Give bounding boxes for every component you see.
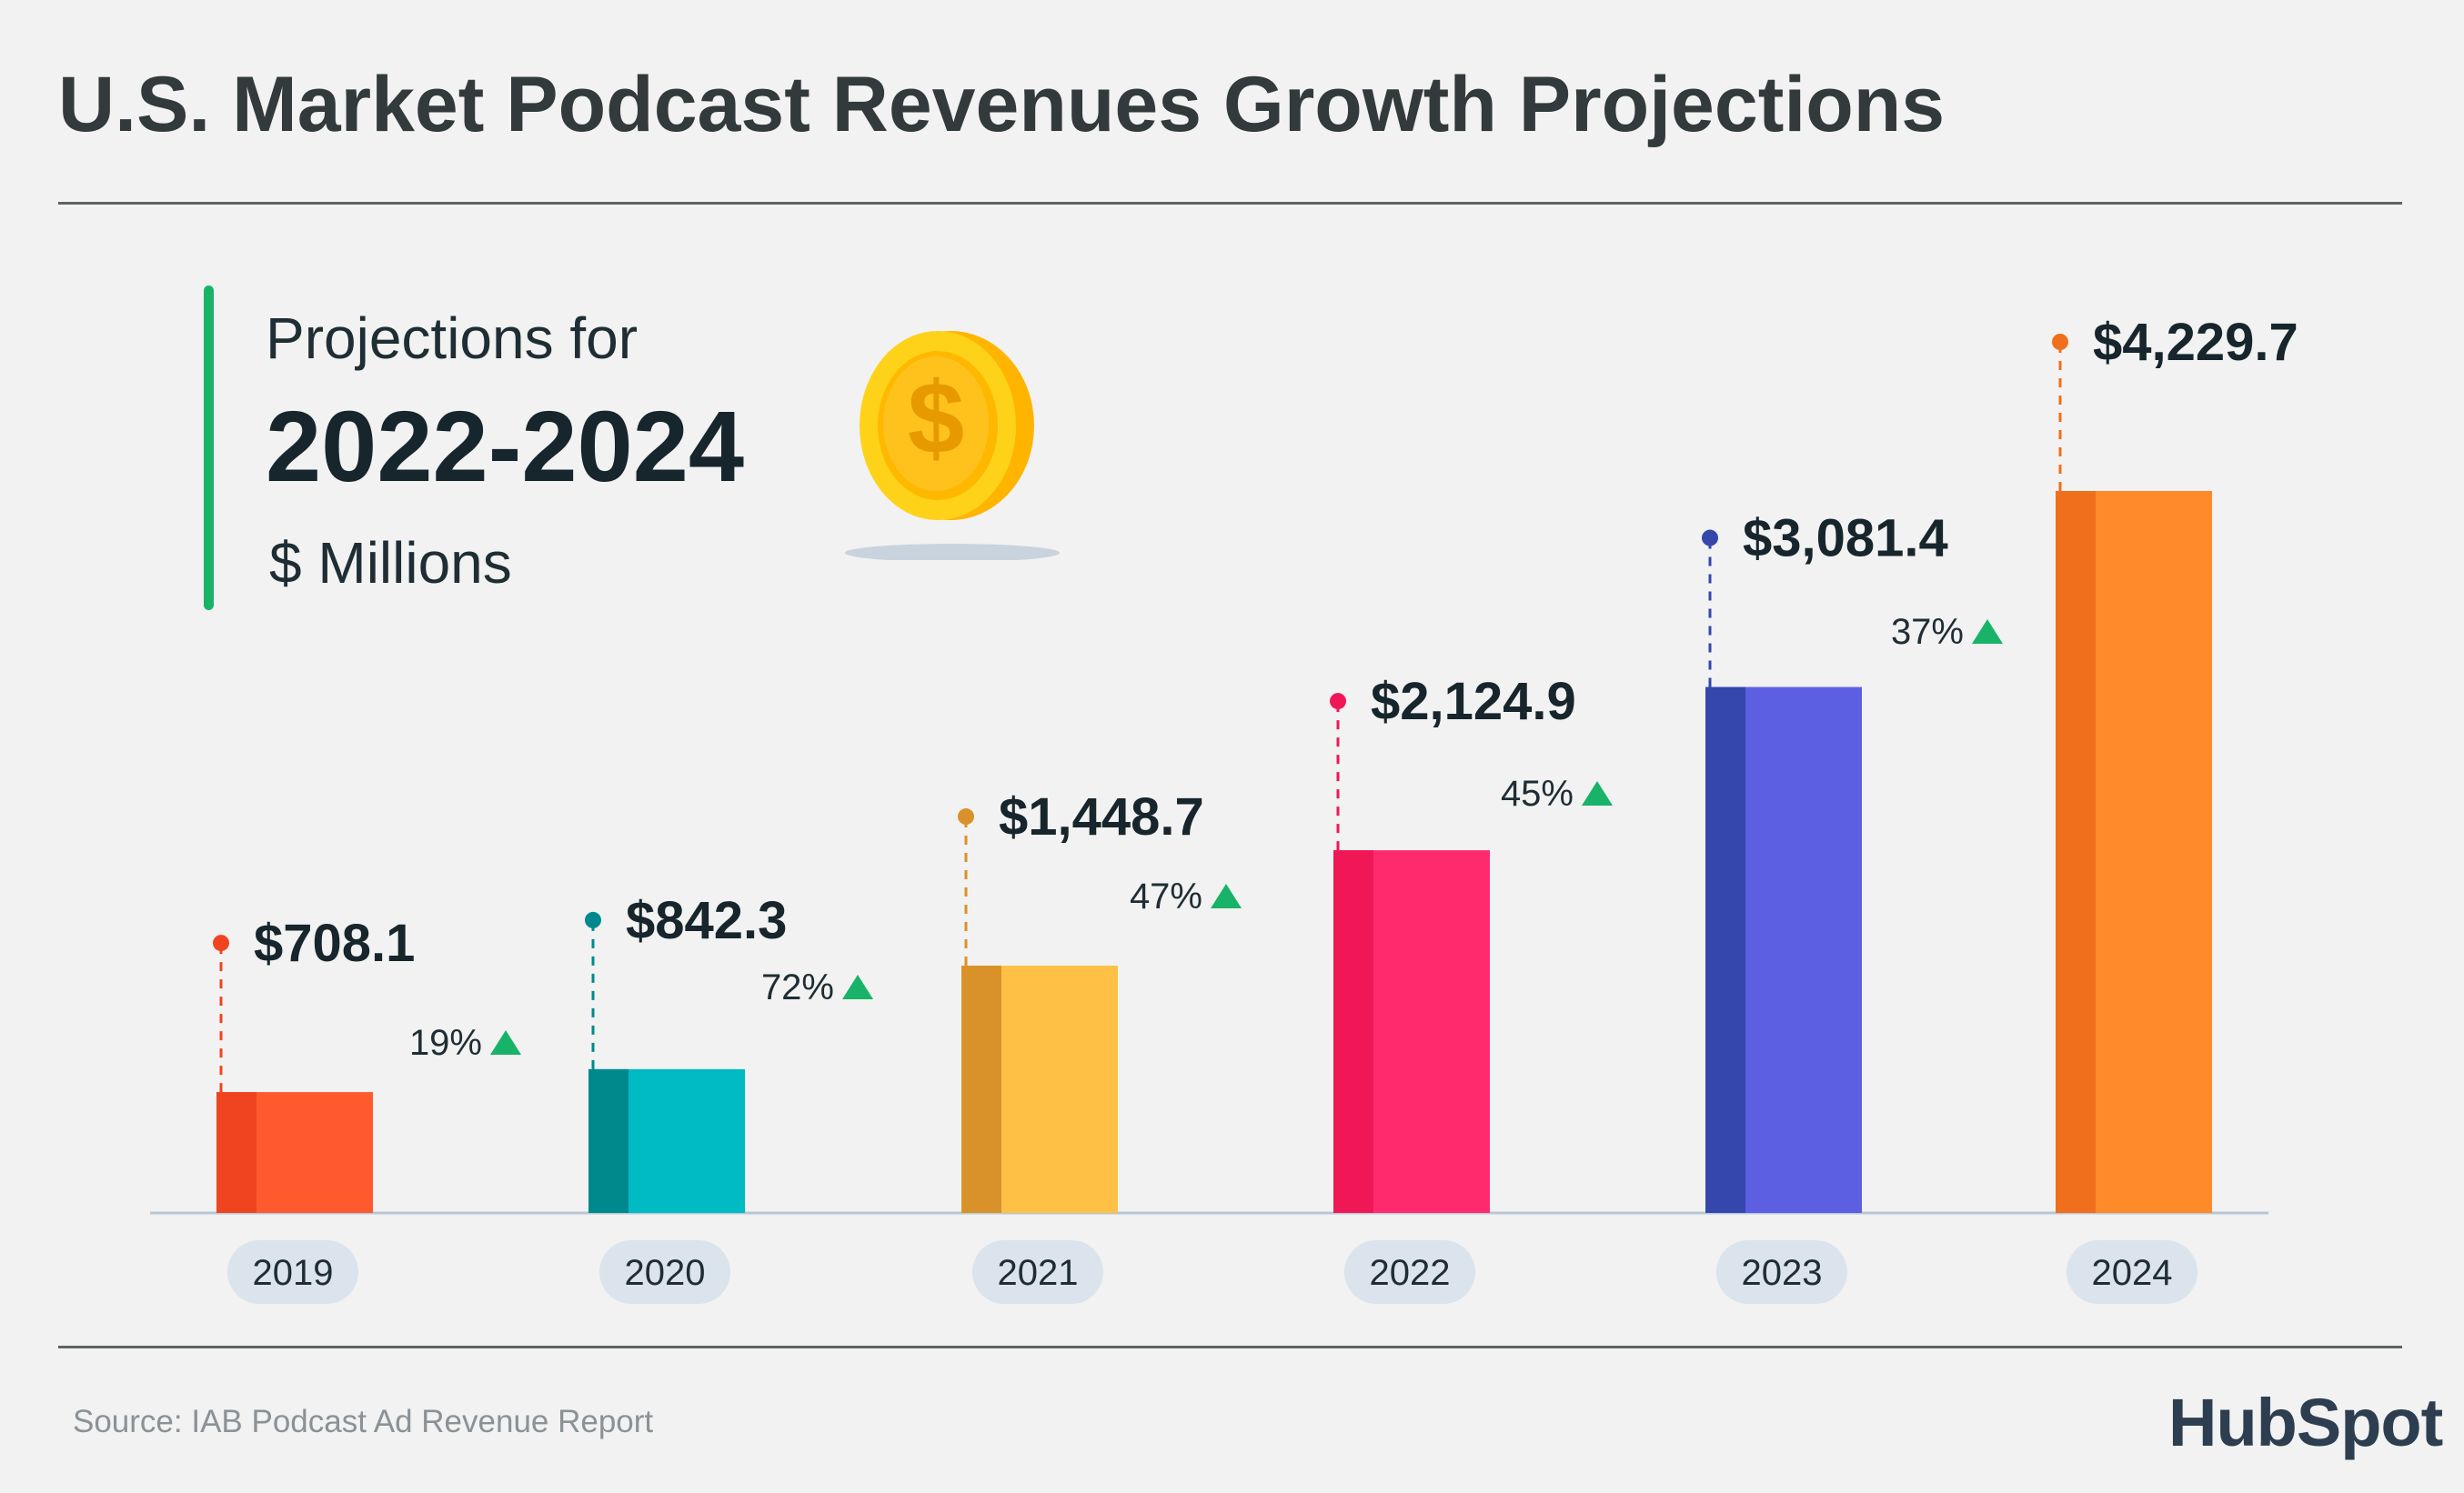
leader-dot-2019: [213, 935, 229, 952]
bar-shade-2023: [1705, 686, 1745, 1213]
value-label-2024: $4,229.7: [2093, 313, 2298, 372]
year-pill-2022: [1344, 1240, 1475, 1304]
bar-shade-2021: [961, 966, 1001, 1213]
projection-heading: Projections for: [266, 306, 639, 371]
year-pill-2019: [227, 1240, 358, 1304]
value-label-2022: $2,124.9: [1371, 672, 1576, 731]
growth-up-arrow-icon: [842, 975, 873, 999]
growth-label-0: 19%: [409, 1023, 482, 1063]
growth-label-3: 45%: [1501, 774, 1574, 814]
year-label-2024: 2024: [2092, 1253, 2173, 1293]
growth-label-2: 47%: [1130, 877, 1202, 917]
value-label-2020: $842.3: [626, 891, 787, 950]
leader-dot-2020: [585, 911, 601, 928]
projection-unit: $ Millions: [269, 530, 512, 596]
year-label-2019: 2019: [253, 1253, 334, 1293]
growth-up-arrow-icon: [490, 1030, 521, 1055]
leader-dot-2023: [1702, 529, 1718, 546]
dollar-coin-icon: $: [845, 331, 1060, 560]
leader-dot-2021: [958, 808, 974, 826]
coin-symbol: $: [908, 361, 964, 475]
hubspot-logo: HubSpot: [2168, 1385, 2443, 1460]
growth-label-4: 37%: [1891, 612, 1964, 652]
value-label-2021: $1,448.7: [999, 787, 1204, 847]
source-note: Source: IAB Podcast Ad Revenue Report: [73, 1404, 654, 1439]
year-pill-2023: [1716, 1240, 1847, 1304]
growth-up-arrow-icon: [1211, 884, 1242, 908]
bar-shade-2022: [1333, 850, 1373, 1213]
growth-up-arrow-icon: [1972, 619, 2003, 644]
year-pill-2020: [599, 1240, 730, 1304]
bar-shade-2019: [216, 1092, 256, 1213]
year-label-2020: 2020: [625, 1253, 706, 1293]
growth-up-arrow-icon: [1582, 781, 1613, 806]
year-label-2022: 2022: [1370, 1253, 1451, 1293]
bar-shade-2024: [2056, 491, 2096, 1213]
bottom-divider: [58, 1346, 2402, 1348]
year-label-2023: 2023: [1742, 1253, 1823, 1293]
page-title: U.S. Market Podcast Revenues Growth Proj…: [58, 61, 1946, 148]
bar-shade-2020: [588, 1068, 629, 1213]
year-label-2021: 2021: [998, 1253, 1079, 1293]
growth-label-1: 72%: [761, 967, 834, 1007]
year-pill-2024: [2067, 1240, 2197, 1304]
top-divider: [58, 202, 2402, 205]
year-pill-2021: [972, 1240, 1103, 1304]
value-label-2023: $3,081.4: [1743, 509, 1948, 568]
leader-dot-2022: [1330, 693, 1346, 710]
leader-dot-2024: [2052, 334, 2068, 350]
projection-years: 2022-2024: [266, 391, 745, 503]
projection-accent-bar: [204, 286, 214, 610]
value-label-2019: $708.1: [254, 914, 415, 973]
